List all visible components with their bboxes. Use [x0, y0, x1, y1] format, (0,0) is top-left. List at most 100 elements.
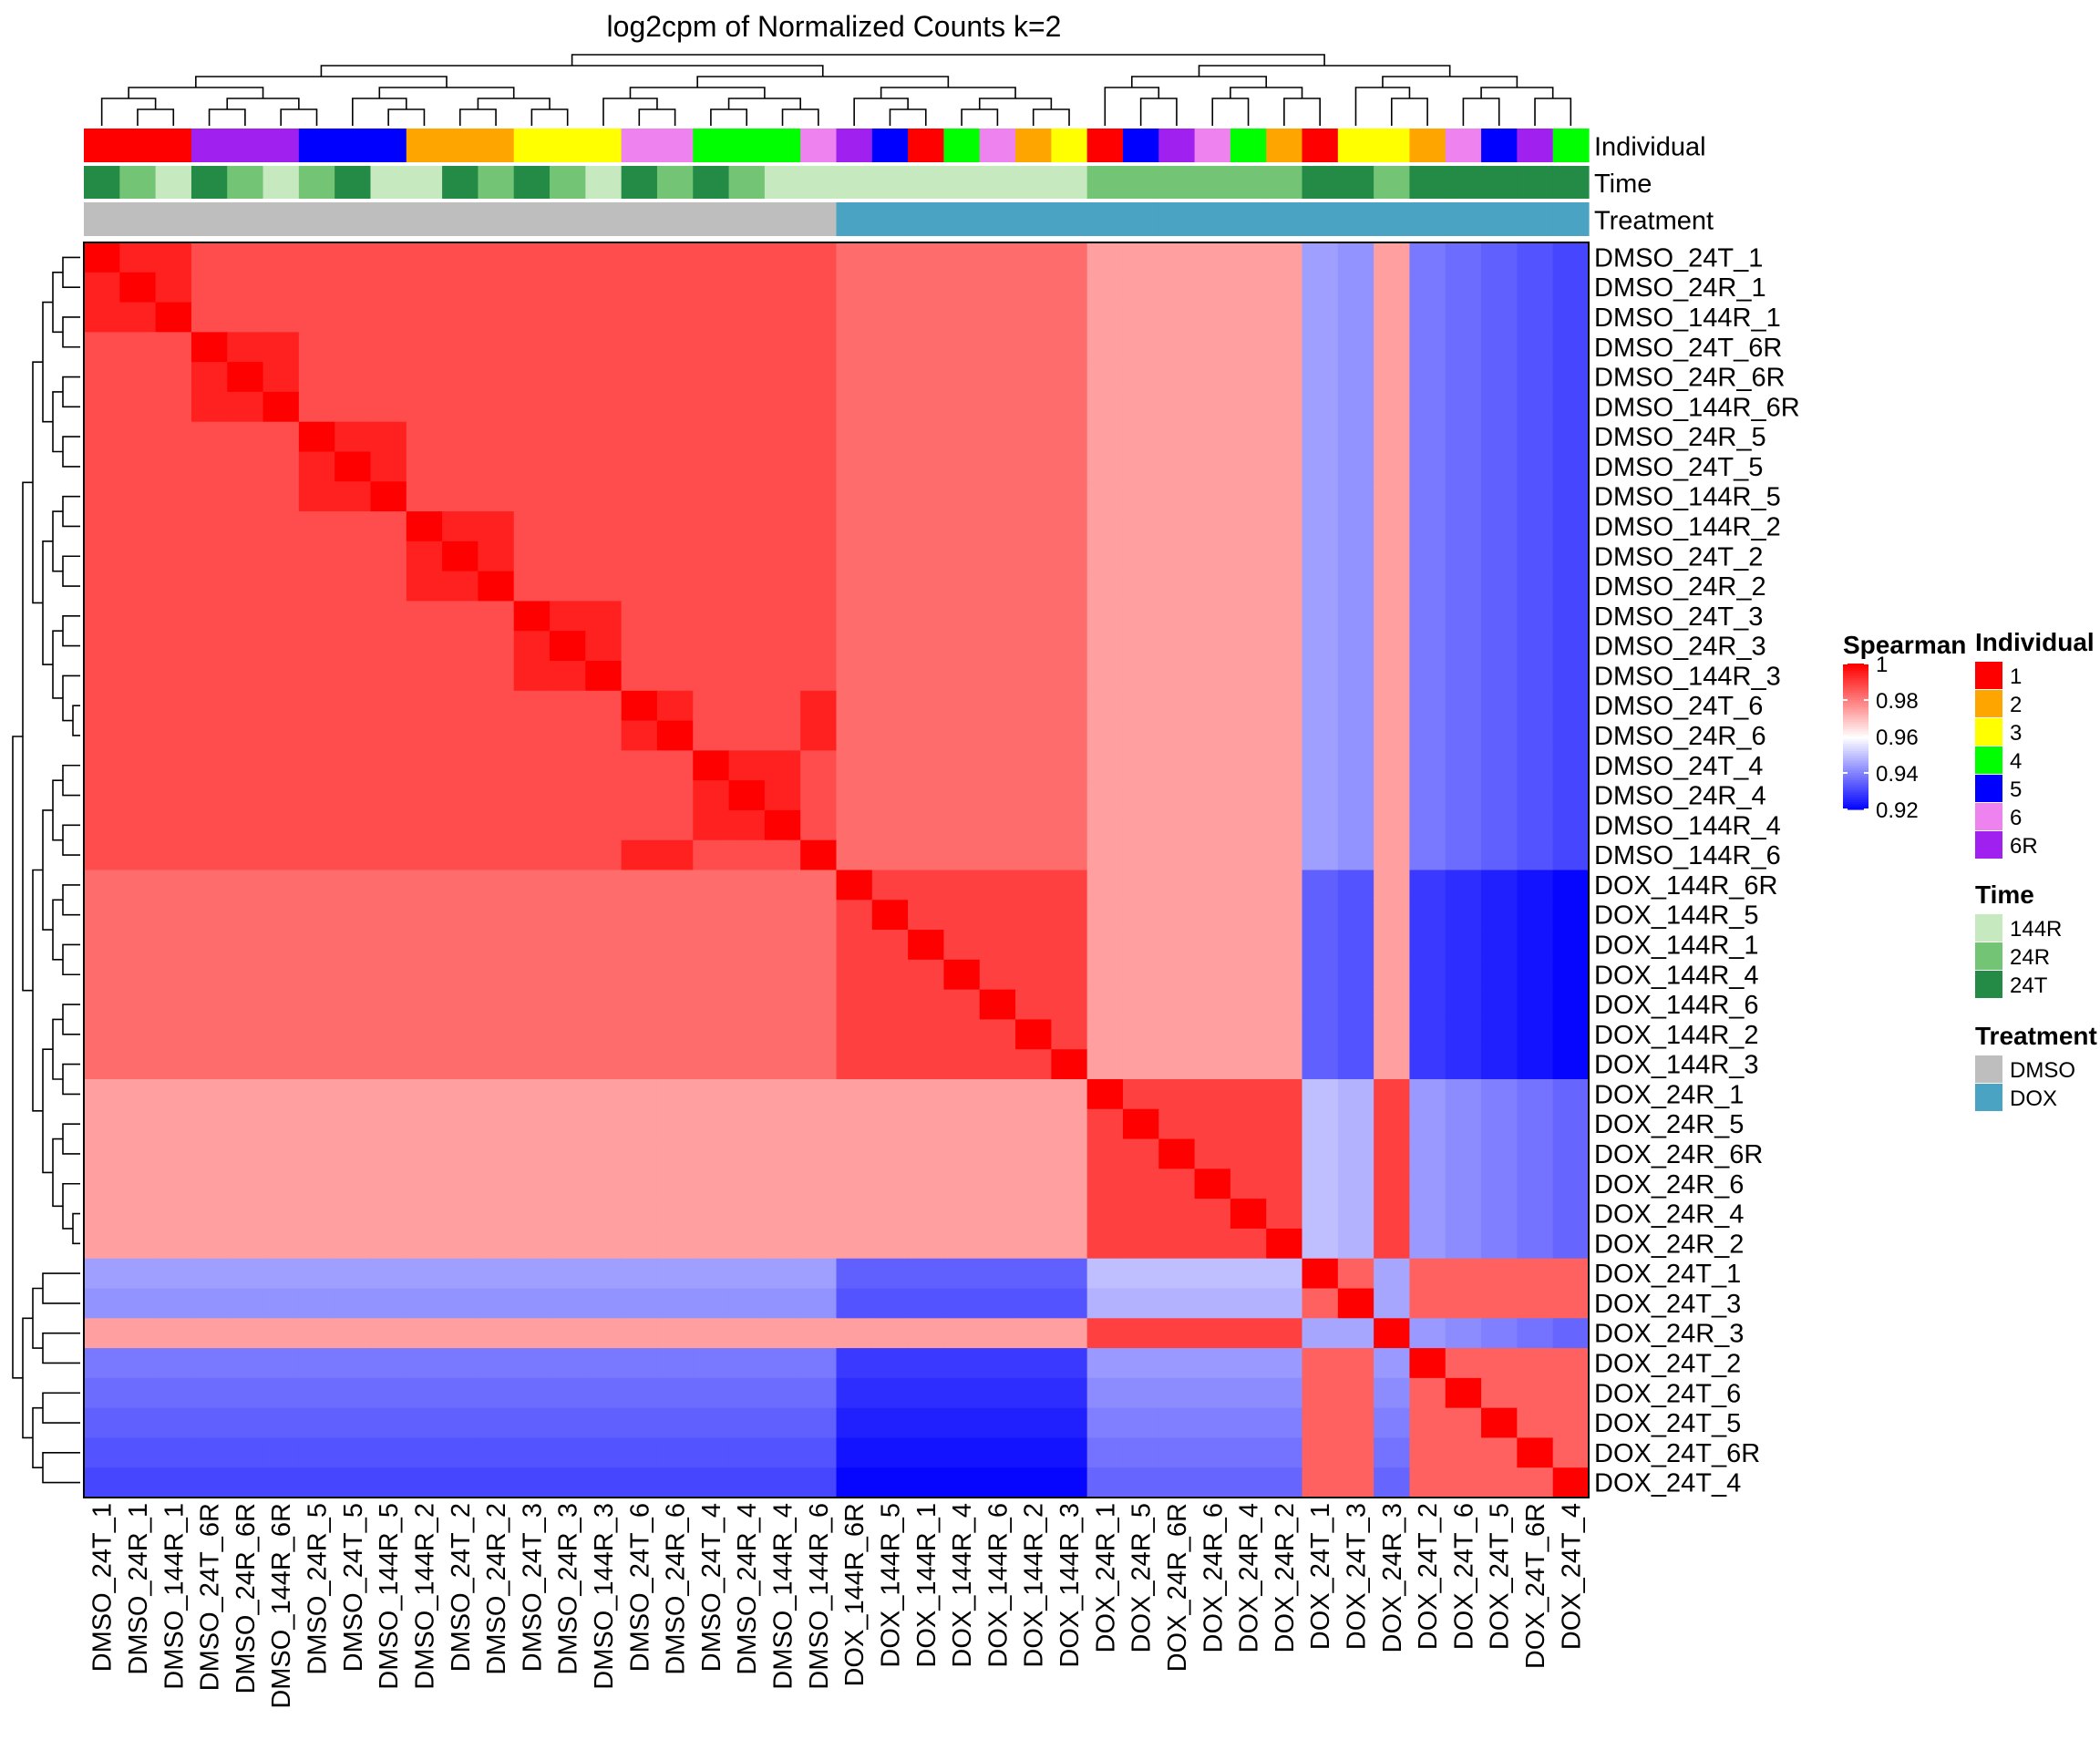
heatmap-cells: [84, 242, 1590, 1498]
column-label: DMSO_24R_1: [124, 1503, 153, 1675]
heatmap-cell: [513, 870, 551, 901]
heatmap-cell: [298, 900, 335, 931]
heatmap-cell: [1552, 1467, 1590, 1498]
heatmap-cell: [1409, 1138, 1446, 1169]
heatmap-cell: [1445, 481, 1482, 512]
heatmap-cell: [1337, 511, 1374, 542]
heatmap-cell: [656, 571, 694, 602]
heatmap-cell: [190, 809, 228, 841]
heatmap-cell: [227, 272, 264, 304]
annotation-cell: [1015, 202, 1052, 236]
heatmap-cell: [800, 1377, 838, 1409]
heatmap-cell: [478, 302, 515, 333]
heatmap-cell: [442, 571, 479, 602]
heatmap-cell: [908, 1199, 945, 1230]
heatmap-cell: [550, 1138, 586, 1169]
heatmap-cell: [800, 839, 838, 871]
heatmap-cell: [190, 1228, 228, 1260]
heatmap-cell: [1409, 481, 1446, 512]
dendrogram-branch: [378, 87, 515, 98]
heatmap-cell: [871, 1168, 909, 1199]
dendrogram-branch: [62, 1063, 80, 1096]
heatmap-cell: [119, 1079, 157, 1110]
heatmap-cell: [585, 989, 623, 1021]
legend-gradient-step: [1843, 736, 1868, 740]
heatmap-cell: [84, 1288, 120, 1319]
heatmap-cell: [1337, 1228, 1374, 1260]
heatmap-cell: [836, 1407, 873, 1439]
heatmap-cell: [335, 1049, 372, 1080]
heatmap-cell: [1409, 631, 1446, 662]
heatmap-cell: [1230, 930, 1267, 961]
heatmap-cell: [1158, 1348, 1196, 1379]
legend-gradient-step: [1843, 731, 1868, 735]
heatmap-cell: [1266, 809, 1303, 841]
row-label: DMSO_24T_5: [1594, 453, 1763, 482]
heatmap-cell: [1158, 809, 1196, 841]
legend-gradient-step: [1843, 678, 1868, 682]
heatmap-cell: [871, 1228, 909, 1260]
annotation-cell: [1374, 202, 1411, 236]
heatmap-cell: [979, 1228, 1016, 1260]
heatmap-cell: [298, 1079, 335, 1110]
heatmap-cell: [585, 900, 623, 931]
heatmap-cell: [513, 1108, 551, 1140]
heatmap-cell: [871, 451, 909, 482]
heatmap-cell: [979, 540, 1016, 572]
annotation-cell: [298, 129, 335, 162]
heatmap-cell: [227, 481, 264, 512]
heatmap-cell: [155, 1199, 192, 1230]
heatmap-cell: [1194, 272, 1231, 304]
column-label: DOX_24T_4: [1557, 1503, 1586, 1650]
dendrogram-branch: [62, 555, 80, 587]
heatmap-cell: [1337, 1467, 1374, 1498]
heatmap-cell: [1302, 302, 1339, 333]
annotation-cell: [262, 202, 300, 236]
heatmap-cell: [1337, 391, 1374, 423]
dendrogram-branch: [42, 1392, 80, 1424]
heatmap-cell: [979, 959, 1016, 991]
heatmap-cell: [585, 690, 623, 722]
heatmap-cell: [84, 1407, 120, 1439]
heatmap-cell: [1445, 1049, 1482, 1080]
legend-gradient-step: [1843, 804, 1868, 808]
legend-gradient-step: [1843, 734, 1868, 737]
heatmap-cell: [1158, 1199, 1196, 1230]
heatmap-cell: [764, 1348, 801, 1379]
heatmap-cell: [370, 540, 407, 572]
heatmap-cell: [656, 839, 694, 871]
heatmap-cell: [585, 750, 623, 781]
heatmap-cell: [1517, 1228, 1554, 1260]
legend-gradient-step: [1843, 738, 1868, 742]
heatmap-cell: [656, 631, 694, 662]
legend-item-label: 5: [2010, 777, 2022, 802]
heatmap-cell: [621, 690, 658, 722]
heatmap-cell: [442, 421, 479, 453]
heatmap-cell: [979, 900, 1016, 931]
heatmap-cell: [1086, 661, 1124, 692]
heatmap-cell: [871, 870, 909, 901]
heatmap-cell: [1051, 1318, 1088, 1349]
heatmap-cell: [1481, 750, 1518, 781]
heatmap-cell: [1015, 1049, 1052, 1080]
heatmap-cell: [1230, 1318, 1267, 1349]
dendrogram-branch: [696, 76, 950, 88]
legend-gradient-step: [1843, 741, 1868, 745]
heatmap-cell: [478, 1138, 515, 1169]
heatmap-cell: [155, 959, 192, 991]
heatmap-cell: [550, 1467, 586, 1498]
heatmap-border: [83, 242, 1590, 1498]
heatmap-cell: [656, 959, 694, 991]
dendrogram-branch: [1230, 87, 1303, 98]
heatmap-cell: [979, 1288, 1016, 1319]
heatmap-cell: [800, 272, 838, 304]
heatmap-cell: [908, 362, 945, 393]
heatmap-cell: [478, 391, 515, 423]
heatmap-cell: [155, 1258, 192, 1290]
heatmap-cell: [693, 1108, 730, 1140]
heatmap-cell: [693, 780, 730, 811]
heatmap-cell: [656, 1228, 694, 1260]
heatmap-cell: [84, 989, 120, 1021]
heatmap-cell: [550, 989, 586, 1021]
